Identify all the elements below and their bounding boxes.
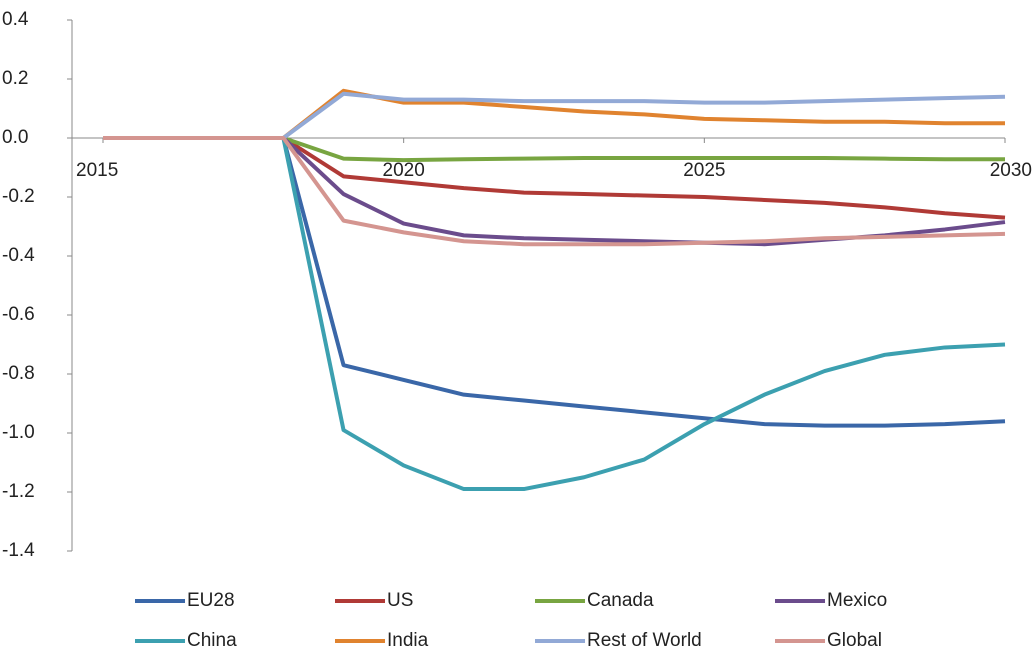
x-tick-label: 2015	[76, 160, 118, 181]
series-line	[103, 136, 1006, 247]
legend-label: US	[387, 590, 413, 611]
series-line	[103, 136, 1006, 428]
legend-label: EU28	[187, 590, 235, 611]
series-line	[103, 91, 1006, 140]
y-tick-label: 0.2	[2, 68, 28, 89]
legend-label: Global	[827, 630, 882, 651]
x-tick-label: 2025	[683, 160, 725, 181]
y-tick-label: -1.0	[2, 422, 35, 443]
series-line	[103, 136, 1005, 163]
legend-label: Rest of World	[587, 630, 702, 651]
legend-label: China	[187, 630, 237, 651]
y-tick-label: -1.4	[2, 540, 35, 561]
y-tick-label: -0.2	[2, 186, 35, 207]
series-line	[103, 88, 1005, 140]
y-tick-label: -0.4	[2, 245, 35, 266]
y-tick-label: -0.6	[2, 304, 35, 325]
y-tick-label: -0.8	[2, 363, 35, 384]
x-tick-label: 2020	[383, 160, 425, 181]
y-tick-label: 0.0	[2, 127, 28, 148]
series-line	[103, 136, 1006, 220]
legend-label: India	[387, 630, 429, 651]
series-line	[103, 136, 1006, 247]
y-tick-label: -1.2	[2, 481, 35, 502]
x-tick-label: 2030	[990, 160, 1032, 181]
legend-label: Mexico	[827, 590, 887, 611]
legend-label: Canada	[587, 590, 654, 611]
y-tick-label: 0.4	[2, 9, 29, 30]
series-line	[103, 136, 1006, 492]
